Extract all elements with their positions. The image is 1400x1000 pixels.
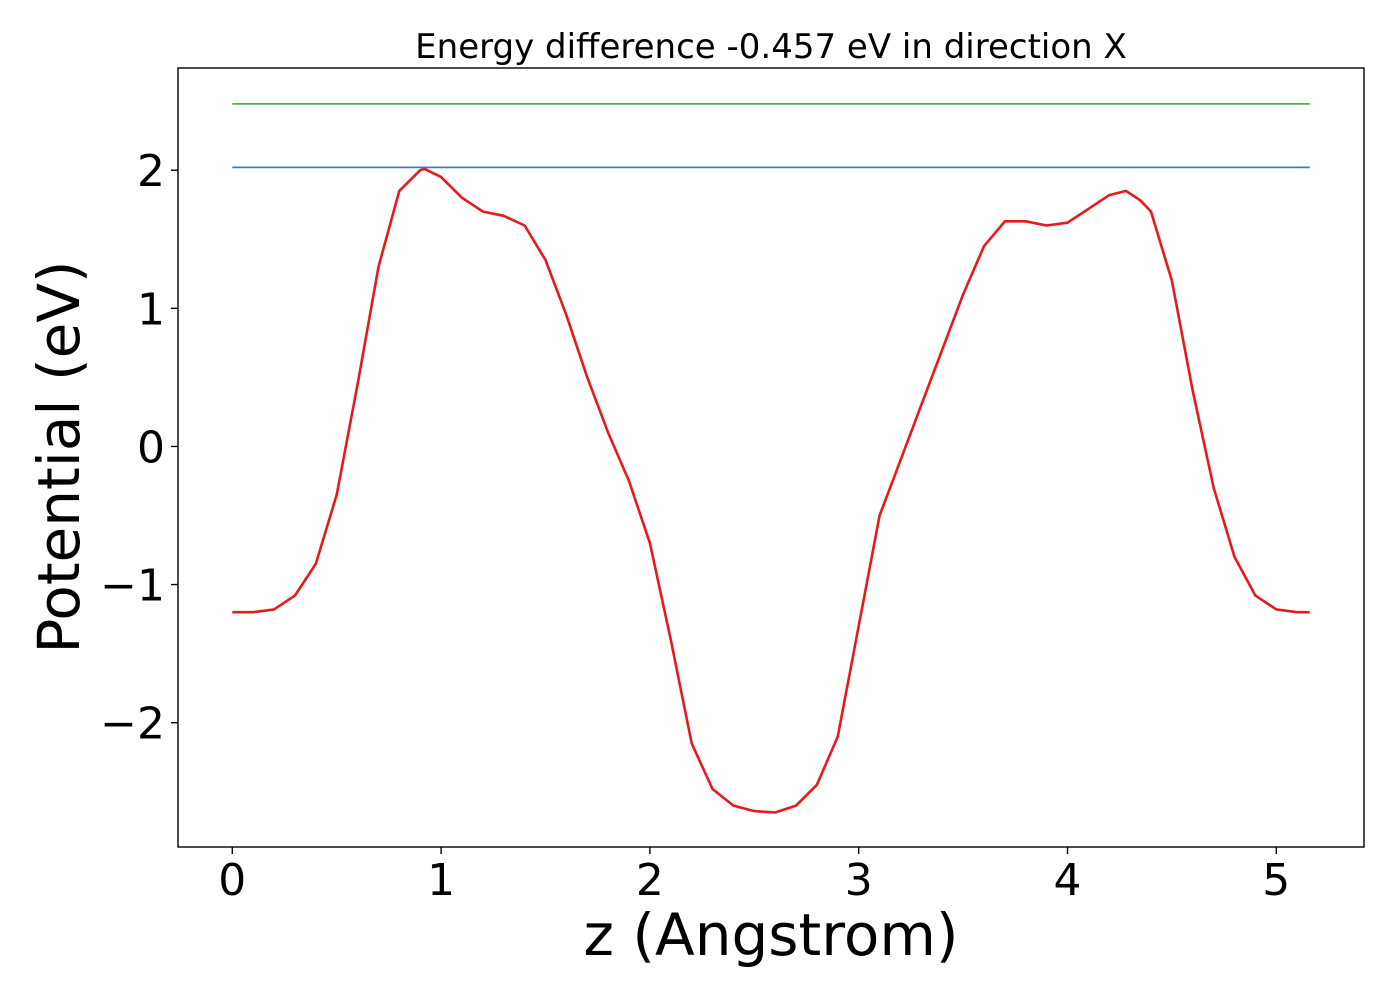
y-tick-label: −1 <box>100 561 165 612</box>
series-layer <box>232 103 1310 814</box>
y-tick-label: −2 <box>100 699 165 750</box>
x-tick-label: 1 <box>427 855 455 906</box>
plot-area-frame <box>177 67 1365 848</box>
chart-title: Energy difference -0.457 eV in direction… <box>415 27 1127 67</box>
x-tick-label: 2 <box>636 855 664 906</box>
series-line-0 <box>232 167 1310 814</box>
y-tick-label: 0 <box>137 422 165 473</box>
y-tick-label: 2 <box>137 146 165 197</box>
x-axis-ticks: 0 1 2 3 4 5 <box>218 847 1290 906</box>
x-axis-label: z (Angstrom) <box>584 901 959 969</box>
y-tick-label: 1 <box>137 284 165 335</box>
x-tick-label: 0 <box>218 855 246 906</box>
y-axis-label: Potential (eV) <box>25 260 93 653</box>
x-tick-label: 3 <box>845 855 873 906</box>
x-tick-label: 4 <box>1054 855 1082 906</box>
y-axis-ticks: −2 −1 0 1 2 <box>100 146 178 750</box>
x-tick-label: 5 <box>1262 855 1290 906</box>
